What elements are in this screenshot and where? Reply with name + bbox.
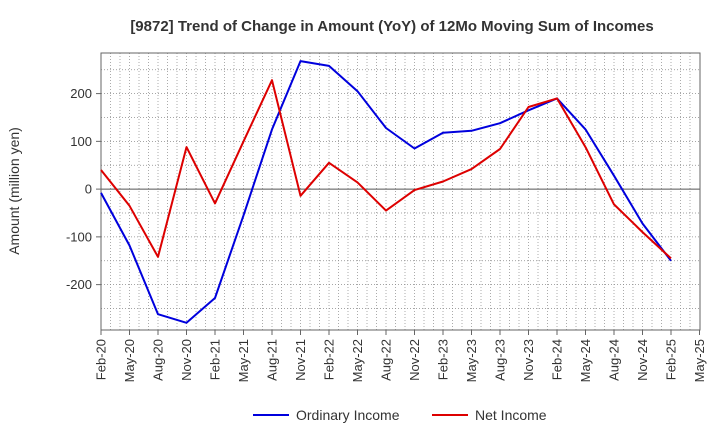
chart-title: [9872] Trend of Change in Amount (YoY) o… (130, 18, 653, 35)
x-tick-label: Aug-20 (151, 339, 166, 381)
x-tick-label: May-20 (122, 339, 137, 382)
grid (101, 53, 700, 330)
x-tick-label: May-25 (692, 339, 707, 382)
x-tick-label: Nov-20 (179, 339, 194, 381)
plot-area (101, 53, 700, 330)
legend-label: Ordinary Income (296, 407, 400, 423)
x-tick-label: May-24 (578, 339, 593, 382)
y-tick-label: -100 (66, 229, 92, 244)
x-tick-label: Feb-25 (664, 339, 679, 380)
plot-border (100, 52, 701, 331)
x-tick-label: Nov-21 (293, 339, 308, 381)
y-axis-ticks: -200 -100 0 100 200 (66, 86, 101, 292)
x-tick-label: Aug-24 (607, 339, 622, 381)
legend: Ordinary Income Net Income (253, 407, 547, 423)
x-tick-label: Aug-21 (265, 339, 280, 381)
x-axis-ticks: Feb-20 May-20 Aug-20 Nov-20 Feb-21 May-21 Aug-… (94, 330, 707, 382)
x-tick-label: Aug-22 (379, 339, 394, 381)
x-tick-label: May-21 (236, 339, 251, 382)
series-line-net-income (100, 79, 672, 260)
x-tick-label: Feb-20 (94, 339, 109, 380)
y-tick-label: 200 (70, 86, 92, 101)
x-tick-label: Nov-24 (635, 339, 650, 381)
legend-label: Net Income (475, 407, 547, 423)
y-tick-label: -200 (66, 277, 92, 292)
series-lines (100, 60, 672, 324)
x-tick-label: Nov-22 (407, 339, 422, 381)
x-tick-label: Feb-24 (550, 339, 565, 380)
x-tick-label: Feb-21 (208, 339, 223, 380)
y-tick-label: 100 (70, 134, 92, 149)
y-tick-label: 0 (85, 182, 92, 197)
x-tick-label: May-22 (350, 339, 365, 382)
x-tick-label: May-23 (464, 339, 479, 382)
x-tick-label: Feb-22 (322, 339, 337, 380)
series-line-ordinary-income (100, 60, 672, 324)
y-axis-label: Amount (million yen) (6, 127, 22, 255)
x-tick-label: Aug-23 (493, 339, 508, 381)
x-tick-label: Feb-23 (436, 339, 451, 380)
x-tick-label: Nov-23 (521, 339, 536, 381)
